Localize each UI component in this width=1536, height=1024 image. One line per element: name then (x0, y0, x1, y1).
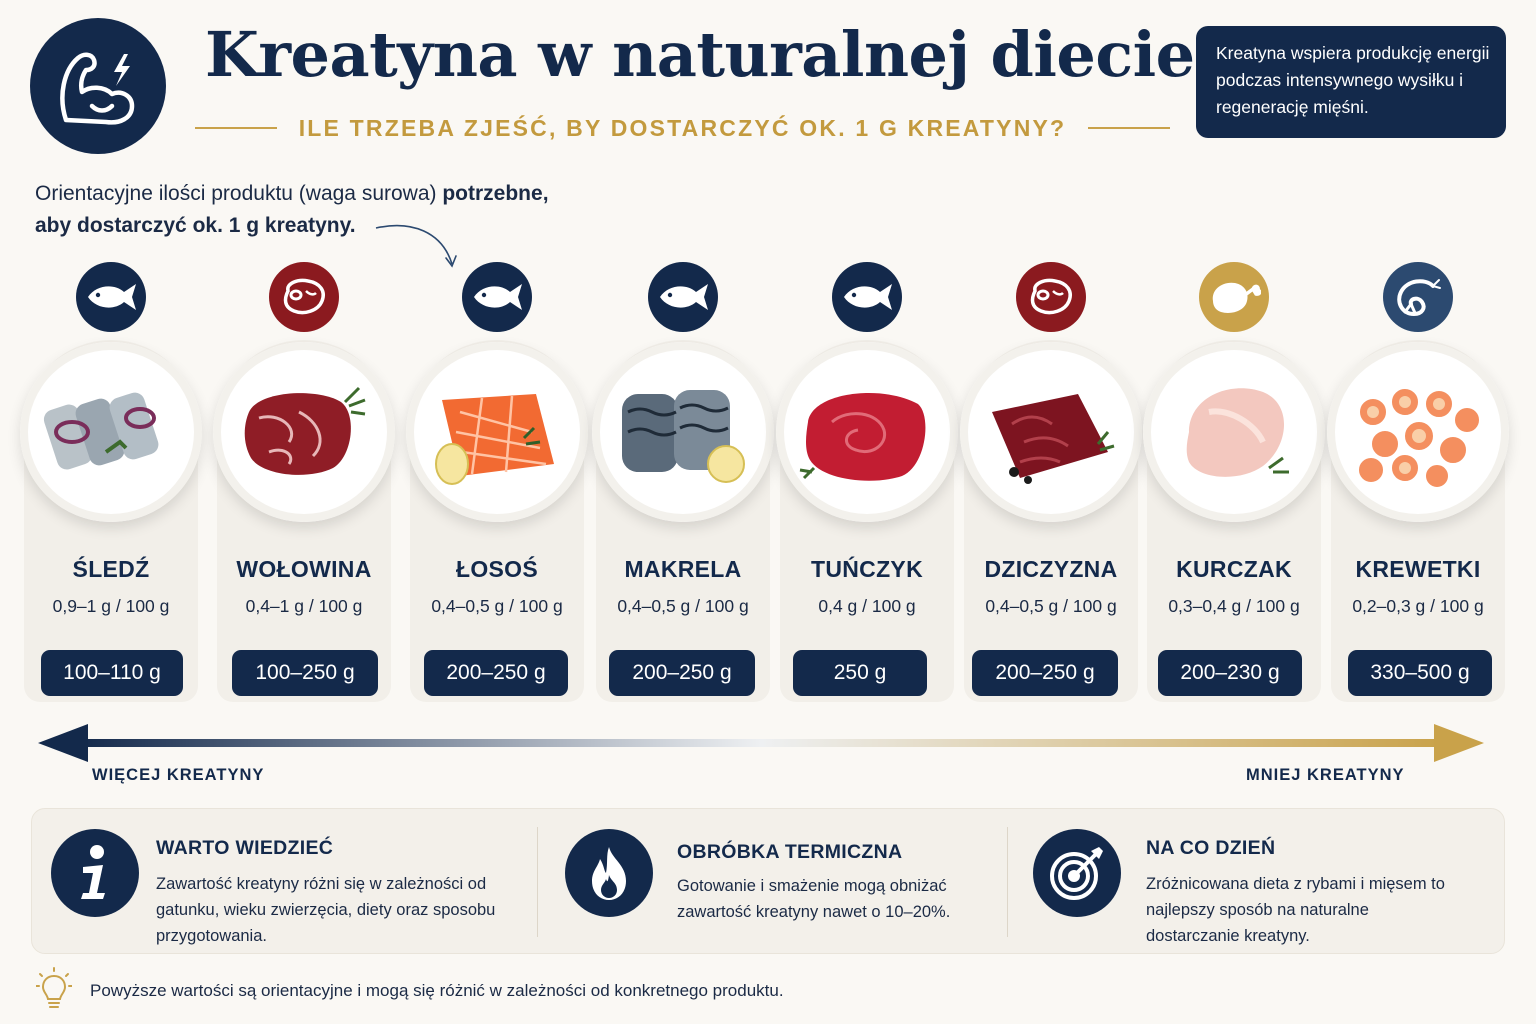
subtitle-row: ILE TRZEBA ZJEŚĆ, BY DOSTARCZYĆ OK. 1 G … (195, 110, 1170, 146)
intro-regular: Orientacyjne ilości produktu (waga surow… (35, 182, 443, 205)
tip-title: WARTO WIEDZIEĆ (156, 837, 334, 859)
steak-icon (269, 262, 339, 332)
food-name: ŚLEDŹ (72, 556, 150, 582)
food-name: WOŁOWINA (236, 556, 372, 582)
flexed-arm-lightning-icon (60, 52, 135, 125)
tip-text: Zawartość kreatyny różni się w zależnośc… (156, 875, 496, 945)
food-plate-image (213, 342, 395, 522)
curved-arrow-icon (375, 224, 457, 268)
food-amount-badge: 200–230 g (1158, 650, 1302, 696)
food-amount-badge: 200–250 g (424, 650, 568, 696)
steak-icon (1016, 262, 1086, 332)
tip-title: OBRÓBKA TERMICZNA (677, 841, 903, 863)
food-concentration: 0,4 g / 100 g (818, 596, 916, 616)
food-column: KREWETKI 0,2–0,3 g / 100 g 330–500 g (1327, 262, 1509, 702)
food-plate-image (776, 342, 958, 522)
page-subtitle: ILE TRZEBA ZJEŚĆ, BY DOSTARCZYĆ OK. 1 G … (298, 114, 1067, 141)
food-concentration: 0,2–0,3 g / 100 g (1352, 596, 1484, 616)
tip-text: Gotowanie i smażenie mogą obniżać zawart… (677, 877, 951, 921)
food-plate-image (592, 342, 774, 522)
food-plate-image (960, 342, 1142, 522)
food-column: KURCZAK 0,3–0,4 g / 100 g 200–230 g (1143, 262, 1325, 702)
tip-text: Zróżnicowana dieta z rybami i mięsem to … (1146, 875, 1445, 945)
fish-icon (462, 262, 532, 332)
tips-divider (537, 827, 538, 937)
more-creatine-label: WIĘCEJ KREATYNY (92, 766, 265, 784)
fish-icon (76, 262, 146, 332)
tips-panel: WARTO WIEDZIEĆ Zawartość kreatyny różni … (31, 808, 1505, 954)
food-plate-image (20, 342, 202, 522)
lightbulb-icon (36, 967, 72, 1008)
page-title: Kreatyna w naturalnej diecie (205, 18, 1195, 91)
food-name: KURCZAK (1176, 556, 1292, 582)
logo (30, 18, 166, 154)
intro-text: Orientacyjne ilości produktu (waga surow… (35, 178, 635, 242)
food-column: WOŁOWINA 0,4–1 g / 100 g 100–250 g (213, 262, 395, 702)
food-concentration: 0,4–1 g / 100 g (245, 596, 363, 616)
food-column: ŚLEDŹ 0,9–1 g / 100 g 100–110 g (20, 262, 202, 702)
food-name: ŁOSOŚ (455, 556, 538, 582)
tip-title: NA CO DZIEŃ (1146, 837, 1276, 859)
food-plate-image (406, 342, 588, 522)
food-column: DZICZYZNA 0,4–0,5 g / 100 g 200–250 g (960, 262, 1142, 702)
fish-icon (648, 262, 718, 332)
creatine-scale-arrow (38, 724, 1484, 762)
info-box: Kreatyna wspiera produkcję energii podcz… (1196, 26, 1506, 138)
food-concentration: 0,9–1 g / 100 g (52, 596, 170, 616)
chicken-icon (1199, 262, 1269, 332)
flame-icon (565, 829, 653, 917)
food-name: TUŃCZYK (811, 556, 923, 582)
footnote: Powyższe wartości są orientacyjne i mogą… (90, 981, 784, 1000)
tips-divider (1007, 827, 1008, 937)
less-creatine-label: MNIEJ KREATYNY (1246, 766, 1405, 784)
intro-bold-2: aby dostarczyć ok. 1 g kreatyny. (35, 214, 356, 237)
food-amount-badge: 200–250 g (972, 650, 1118, 696)
intro-bold-1: potrzebne, (442, 182, 549, 205)
info-icon (51, 829, 139, 917)
shrimp-icon (1383, 262, 1453, 332)
food-concentration: 0,4–0,5 g / 100 g (431, 596, 563, 616)
food-column: ŁOSOŚ 0,4–0,5 g / 100 g 200–250 g (406, 262, 588, 702)
food-name: KREWETKI (1355, 556, 1481, 582)
fish-icon (832, 262, 902, 332)
food-concentration: 0,4–0,5 g / 100 g (985, 596, 1117, 616)
food-amount-badge: 100–250 g (232, 650, 378, 696)
food-name: MAKRELA (624, 556, 742, 582)
food-column: MAKRELA 0,4–0,5 g / 100 g 200–250 g (592, 262, 774, 702)
food-amount-badge: 200–250 g (609, 650, 755, 696)
subtitle-line-left (195, 127, 277, 129)
subtitle-line-right (1088, 127, 1170, 129)
food-column: TUŃCZYK 0,4 g / 100 g 250 g (776, 262, 958, 702)
food-plate-image (1143, 342, 1325, 522)
food-name: DZICZYZNA (984, 556, 1118, 582)
food-amount-badge: 100–110 g (41, 650, 183, 696)
food-concentration: 0,4–0,5 g / 100 g (617, 596, 749, 616)
food-amount-badge: 330–500 g (1348, 650, 1492, 696)
food-concentration: 0,3–0,4 g / 100 g (1168, 596, 1300, 616)
food-plate-image (1327, 342, 1509, 522)
food-amount-badge: 250 g (793, 650, 927, 696)
target-icon (1033, 829, 1121, 917)
